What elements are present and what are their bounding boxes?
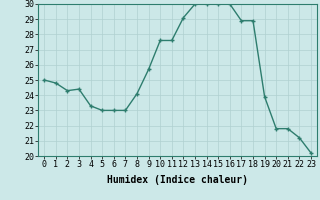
X-axis label: Humidex (Indice chaleur): Humidex (Indice chaleur) [107,175,248,185]
